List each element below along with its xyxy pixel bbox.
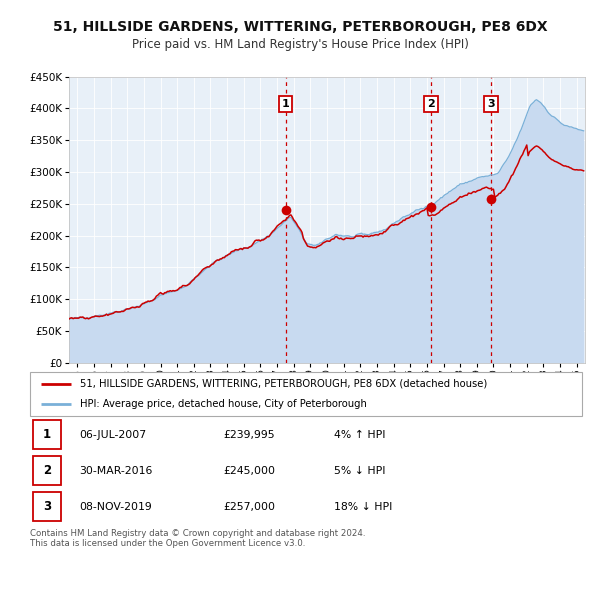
Text: Price paid vs. HM Land Registry's House Price Index (HPI): Price paid vs. HM Land Registry's House … <box>131 38 469 51</box>
Text: 1: 1 <box>281 99 289 109</box>
Text: 2: 2 <box>427 99 435 109</box>
Bar <box>33 457 61 485</box>
Text: 51, HILLSIDE GARDENS, WITTERING, PETERBOROUGH, PE8 6DX (detached house): 51, HILLSIDE GARDENS, WITTERING, PETERBO… <box>80 379 487 389</box>
Text: HPI: Average price, detached house, City of Peterborough: HPI: Average price, detached house, City… <box>80 399 367 409</box>
Text: £239,995: £239,995 <box>223 430 275 440</box>
Text: 18% ↓ HPI: 18% ↓ HPI <box>334 502 392 512</box>
Text: Contains HM Land Registry data © Crown copyright and database right 2024.
This d: Contains HM Land Registry data © Crown c… <box>30 529 365 548</box>
Text: 08-NOV-2019: 08-NOV-2019 <box>80 502 152 512</box>
Bar <box>33 421 61 449</box>
Bar <box>33 493 61 521</box>
Text: 2: 2 <box>43 464 51 477</box>
Text: 51, HILLSIDE GARDENS, WITTERING, PETERBOROUGH, PE8 6DX: 51, HILLSIDE GARDENS, WITTERING, PETERBO… <box>53 19 547 34</box>
Text: £257,000: £257,000 <box>223 502 275 512</box>
Text: 1: 1 <box>43 428 51 441</box>
Text: 06-JUL-2007: 06-JUL-2007 <box>80 430 147 440</box>
Text: 3: 3 <box>43 500 51 513</box>
Text: 30-MAR-2016: 30-MAR-2016 <box>80 466 153 476</box>
Text: 4% ↑ HPI: 4% ↑ HPI <box>334 430 385 440</box>
Text: 3: 3 <box>487 99 495 109</box>
Text: £245,000: £245,000 <box>223 466 275 476</box>
Text: 5% ↓ HPI: 5% ↓ HPI <box>334 466 385 476</box>
